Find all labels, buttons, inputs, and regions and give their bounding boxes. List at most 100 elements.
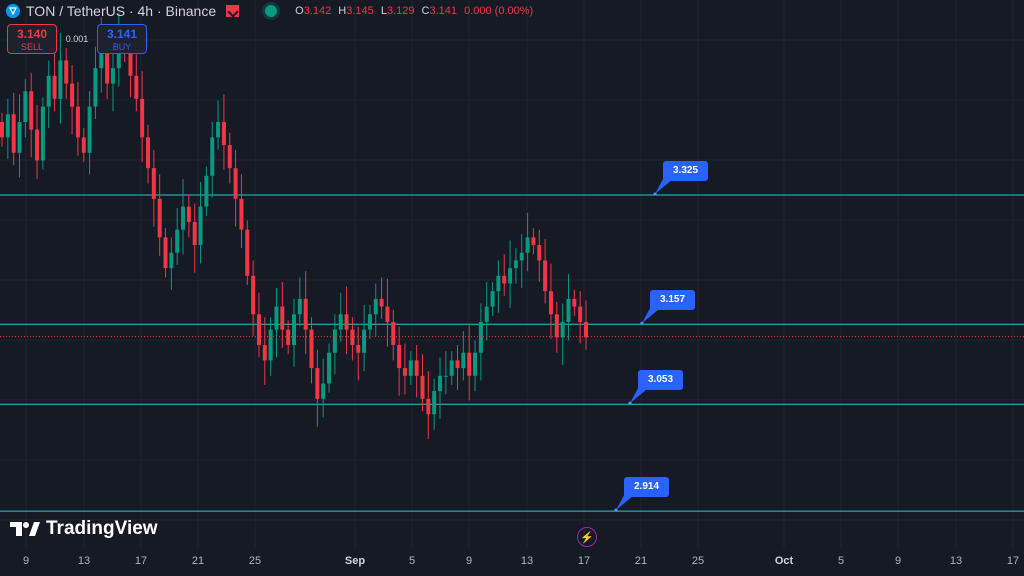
x-tick-label: 9 <box>22 555 30 567</box>
candle-body <box>367 314 372 330</box>
ohlc-readout: O3.142 H3.145 L3.129 C3.141 0.000 (0.00%… <box>295 5 534 17</box>
flag-icon[interactable] <box>226 5 240 17</box>
candle-body <box>338 314 343 330</box>
candles <box>0 12 588 439</box>
candle-body <box>332 329 337 353</box>
candle-body <box>146 137 150 169</box>
x-tick-label: 25 <box>248 555 262 567</box>
candle-body <box>513 260 518 269</box>
buy-button[interactable]: 3.141 BUY <box>97 24 147 54</box>
sell-button[interactable]: 3.140 SELL <box>7 24 57 54</box>
candle-body <box>350 329 355 346</box>
candle-body <box>239 198 244 230</box>
candle-body <box>216 121 221 138</box>
candle-body <box>420 375 425 399</box>
callout-anchor <box>640 321 644 325</box>
candle-body <box>169 252 174 269</box>
candle-body <box>11 114 16 153</box>
x-tick-label: 25 <box>691 555 705 567</box>
candle-body <box>373 298 378 315</box>
candle-body <box>58 60 63 99</box>
candle-body <box>461 352 466 369</box>
candle-body <box>81 137 86 153</box>
candle-body <box>87 106 92 153</box>
candle-body <box>572 298 577 307</box>
candle-body <box>327 352 332 384</box>
candle-body <box>64 60 69 84</box>
x-tick-label: 17 <box>577 555 591 567</box>
symbol-header[interactable]: TON / TetherUS · 4h · Binance O3.142 H3.… <box>6 2 537 20</box>
candle-body <box>548 291 553 315</box>
candle-body <box>426 398 431 415</box>
candle-body <box>46 75 51 107</box>
candle-body <box>251 275 256 315</box>
x-tick-label: 9 <box>894 555 902 567</box>
candle-body <box>496 275 501 292</box>
candle-body <box>186 206 191 222</box>
candle-body <box>402 368 407 376</box>
x-tick-label: 13 <box>520 555 534 567</box>
candle-body <box>397 345 402 369</box>
x-tick-label: Oct <box>774 555 794 567</box>
candle-body <box>23 91 28 122</box>
candle-body <box>584 321 588 338</box>
candle-body <box>163 237 168 269</box>
level-callout[interactable]: 3.157 <box>650 290 696 311</box>
candle-body <box>29 91 34 130</box>
lightning-icon[interactable]: ⚡ <box>577 527 597 547</box>
candle-body <box>449 360 454 376</box>
candle-body <box>245 229 250 276</box>
candle-body <box>221 121 226 146</box>
candle-body <box>105 45 110 84</box>
candle-body <box>292 314 296 346</box>
x-tick-label: 21 <box>191 555 205 567</box>
level-callout[interactable]: 3.325 <box>663 161 709 182</box>
candle-body <box>309 329 314 369</box>
candle-body <box>40 106 45 161</box>
callout-anchor <box>653 192 657 196</box>
candle-body <box>391 321 396 346</box>
candle-body <box>5 114 10 138</box>
tradingview-logo: TradingView <box>10 518 158 540</box>
brand-name: TradingView <box>46 518 158 539</box>
candle-body <box>490 291 495 307</box>
callout-pointer <box>630 388 648 404</box>
candle-body <box>537 245 542 261</box>
candle-body <box>52 75 57 99</box>
level-callout[interactable]: 3.053 <box>638 370 684 391</box>
x-tick-label: 13 <box>77 555 91 567</box>
callout-pointer <box>642 308 660 324</box>
symbol-title[interactable]: TON / TetherUS · 4h · Binance <box>26 3 217 19</box>
candle-body <box>554 314 559 338</box>
spread-value: 0.001 <box>65 34 89 44</box>
candle-body <box>455 360 460 369</box>
candle-body <box>93 68 98 107</box>
level-callout[interactable]: 2.914 <box>624 477 670 498</box>
candle-body <box>566 298 571 322</box>
ton-logo-icon <box>6 4 20 18</box>
candle-body <box>303 298 308 330</box>
candle-body <box>204 175 209 207</box>
candle-body <box>478 321 483 353</box>
candle-body <box>473 352 478 376</box>
candle-body <box>192 221 197 246</box>
candle-body <box>157 198 162 238</box>
candle-body <box>274 306 279 330</box>
x-tick-label: 9 <box>465 555 473 567</box>
candle-body <box>280 306 285 330</box>
candle-body <box>0 121 4 138</box>
candle-body <box>151 168 156 199</box>
candle-body <box>175 229 180 253</box>
candle-body <box>484 306 489 322</box>
candle-body <box>525 237 530 253</box>
candle-body <box>502 275 507 284</box>
callout-pointer <box>655 179 673 195</box>
candle-body <box>438 375 442 392</box>
candle-body <box>210 137 215 176</box>
candle-body <box>356 345 361 353</box>
callout-pointer <box>616 495 634 511</box>
candle-body <box>560 321 565 338</box>
candle-body <box>75 106 80 138</box>
callout-anchor <box>628 401 632 405</box>
